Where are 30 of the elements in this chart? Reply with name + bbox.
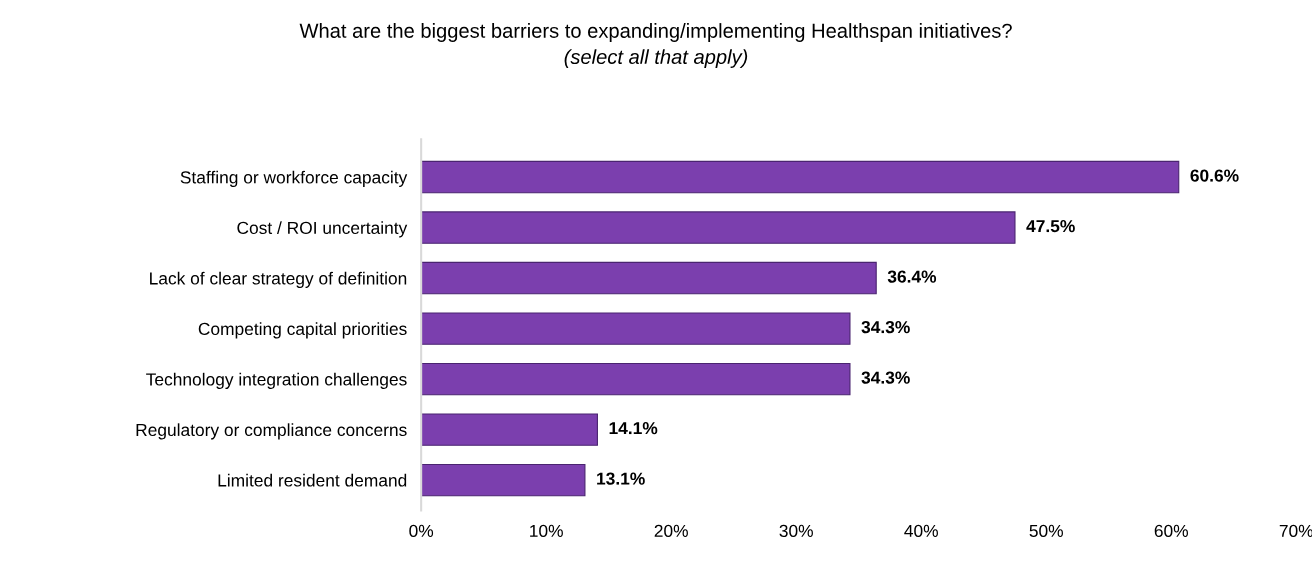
y-tick-label: Lack of clear strategy of definition: [150, 271, 407, 288]
bar: [421, 413, 598, 446]
x-tick-label: 40%: [904, 524, 938, 538]
x-tick-label: 60%: [1154, 524, 1188, 538]
y-tick-label: Regulatory or compliance concerns: [136, 423, 407, 440]
data-label: 34.3%: [861, 371, 910, 384]
x-tick-label: 0%: [409, 524, 434, 538]
y-tick-label: Staffing or workforce capacity: [180, 170, 408, 187]
x-tick-label: 30%: [779, 524, 813, 538]
bar: [421, 312, 851, 345]
x-tick-label: 50%: [1029, 524, 1063, 538]
data-label: 34.3%: [861, 320, 910, 334]
y-tick-label: Technology integration challenges: [146, 372, 407, 389]
data-label: 47.5%: [1026, 219, 1075, 233]
y-tick-label: Cost / ROI uncertainty: [237, 221, 408, 238]
bar: [421, 463, 586, 497]
data-label: 36.4%: [887, 270, 937, 283]
bar: [421, 362, 851, 396]
data-label: 13.1%: [597, 472, 645, 485]
bar: [421, 160, 1180, 194]
y-tick-label: Competing capital priorities: [198, 322, 407, 339]
y-tick-label: Limited resident demand: [218, 473, 407, 487]
x-tick-label: 10%: [530, 524, 563, 538]
x-tick-label: 20%: [654, 524, 688, 538]
bar: [421, 261, 877, 295]
data-label: 60.6%: [1190, 169, 1239, 182]
chart-title: What are the biggest barriers to expanding/implementing Healthspan initiatives?: [299, 23, 1012, 42]
data-label: 14.1%: [609, 422, 658, 435]
chart-subtitle: (select all that apply): [564, 49, 748, 68]
bar: [421, 211, 1016, 244]
